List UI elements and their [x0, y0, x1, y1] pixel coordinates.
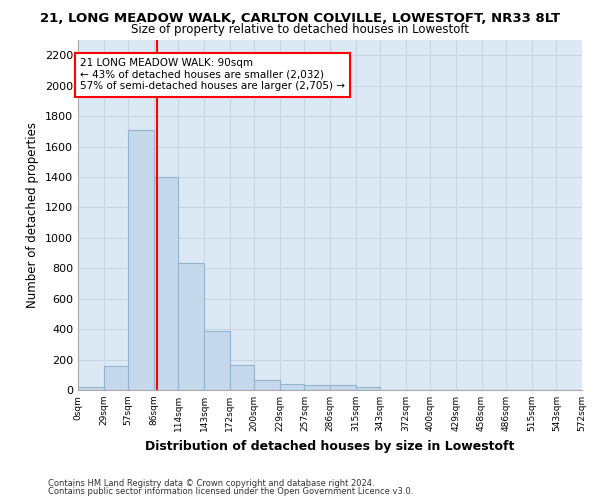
- Bar: [330, 386, 356, 390]
- X-axis label: Distribution of detached houses by size in Lowestoft: Distribution of detached houses by size …: [145, 440, 515, 452]
- Bar: [304, 386, 330, 390]
- Text: Contains HM Land Registry data © Crown copyright and database right 2024.: Contains HM Land Registry data © Crown c…: [48, 478, 374, 488]
- Text: 21 LONG MEADOW WALK: 90sqm
← 43% of detached houses are smaller (2,032)
57% of s: 21 LONG MEADOW WALK: 90sqm ← 43% of deta…: [80, 58, 345, 92]
- Bar: [104, 366, 128, 390]
- Text: 21, LONG MEADOW WALK, CARLTON COLVILLE, LOWESTOFT, NR33 8LT: 21, LONG MEADOW WALK, CARLTON COLVILLE, …: [40, 12, 560, 26]
- Bar: [178, 263, 204, 390]
- Bar: [356, 387, 380, 390]
- Bar: [154, 177, 178, 390]
- Bar: [280, 384, 304, 390]
- Text: Size of property relative to detached houses in Lowestoft: Size of property relative to detached ho…: [131, 22, 469, 36]
- Bar: [128, 130, 154, 390]
- Bar: [230, 365, 254, 390]
- Y-axis label: Number of detached properties: Number of detached properties: [26, 122, 40, 308]
- Bar: [254, 380, 280, 390]
- Bar: [78, 387, 104, 390]
- Bar: [204, 332, 230, 390]
- Text: Contains public sector information licensed under the Open Government Licence v3: Contains public sector information licen…: [48, 487, 413, 496]
